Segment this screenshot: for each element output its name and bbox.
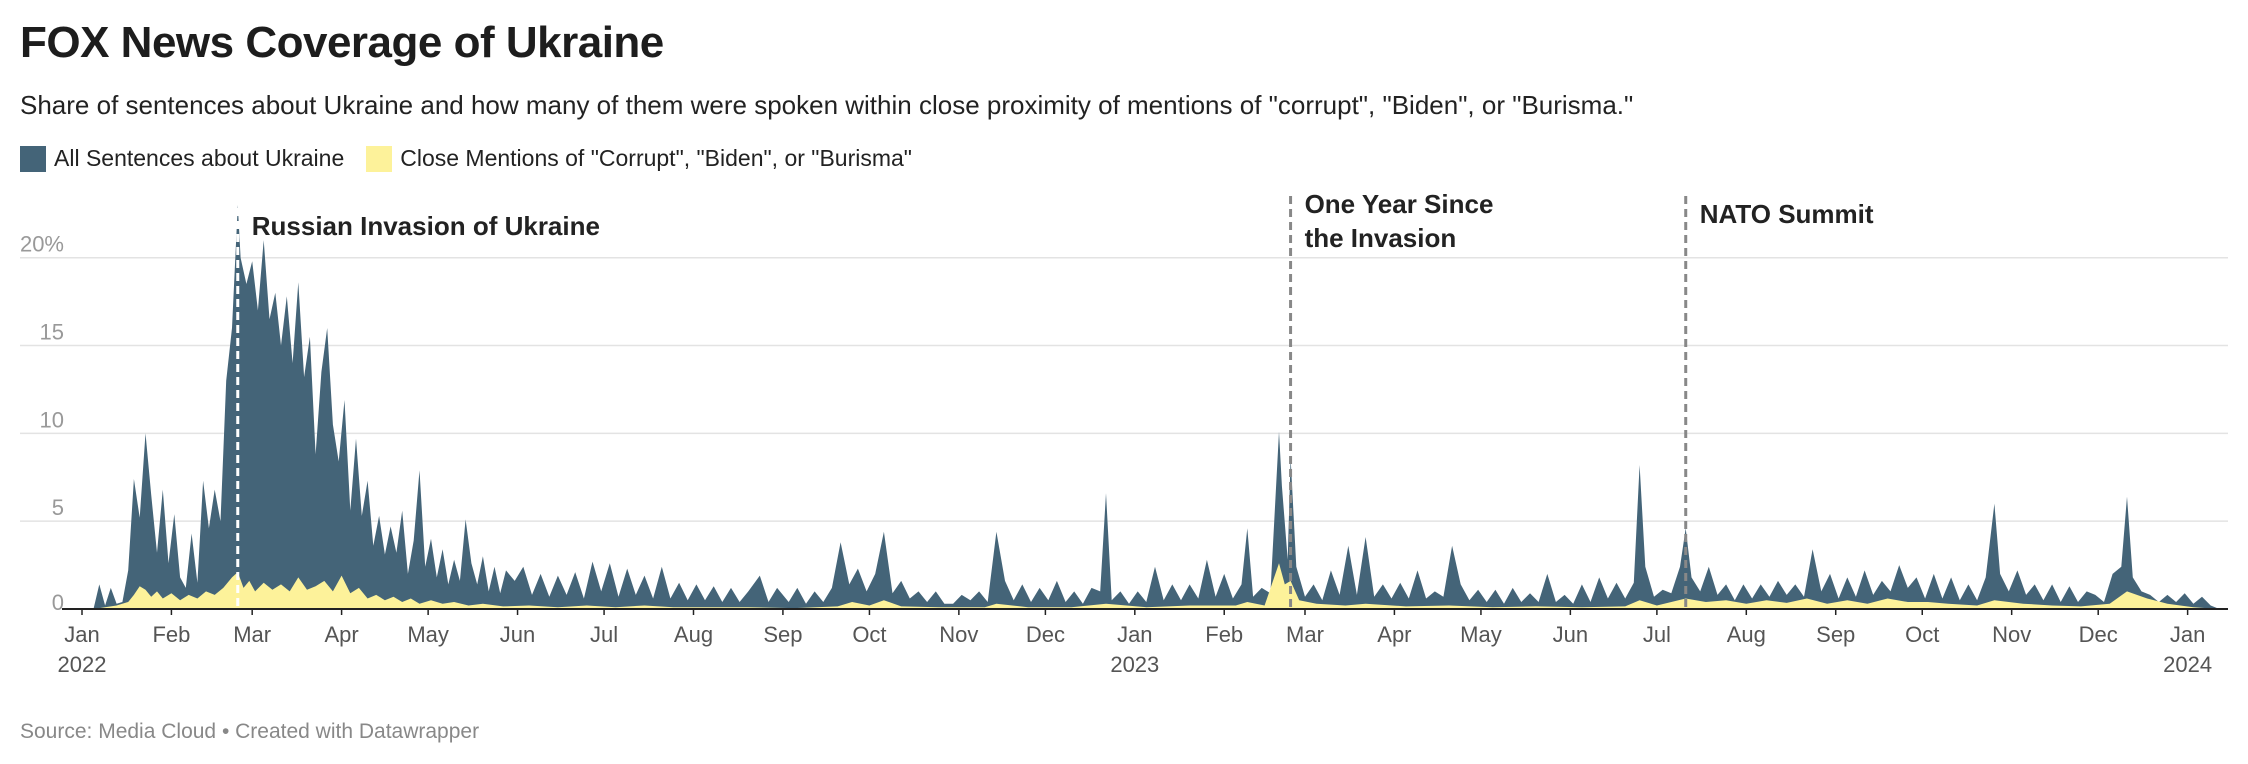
x-tick-label-11: Dec bbox=[1026, 622, 1065, 647]
x-tick-label-21: Oct bbox=[1905, 622, 1939, 647]
annotation-label-1-1: the Invasion bbox=[1305, 223, 1457, 253]
chart-title: FOX News Coverage of Ukraine bbox=[20, 18, 664, 67]
annotation-label-0-0: Russian Invasion of Ukraine bbox=[252, 211, 600, 241]
x-tick-label-17: Jun bbox=[1553, 622, 1588, 647]
y-tick-label-4: 20% bbox=[20, 232, 64, 257]
legend: All Sentences about Ukraine Close Mentio… bbox=[20, 145, 934, 172]
x-tick-year-label-24: 2024 bbox=[2163, 652, 2212, 677]
y-tick-label-0: 0 bbox=[52, 590, 64, 615]
annotation-label-2-0: NATO Summit bbox=[1700, 199, 1874, 229]
source-note: Source: Media Cloud • Created with Dataw… bbox=[20, 720, 480, 743]
x-tick-label-1: Feb bbox=[152, 622, 190, 647]
legend-item-close-mentions: Close Mentions of "Corrupt", "Biden", or… bbox=[366, 145, 912, 172]
series-area-close-mentions bbox=[93, 563, 2220, 609]
x-tick-label-16: May bbox=[1460, 622, 1502, 647]
legend-swatch-all-sentences bbox=[20, 145, 46, 172]
x-tick-label-19: Aug bbox=[1727, 622, 1766, 647]
x-tick-year-label-12: 2023 bbox=[1110, 652, 1159, 677]
y-tick-label-1: 5 bbox=[52, 495, 64, 520]
x-tick-label-15: Apr bbox=[1377, 622, 1411, 647]
legend-label-close-mentions: Close Mentions of "Corrupt", "Biden", or… bbox=[400, 145, 912, 171]
x-tick-label-14: Mar bbox=[1286, 622, 1324, 647]
x-tick-label-0: Jan bbox=[64, 622, 99, 647]
legend-swatch-close-mentions bbox=[366, 145, 393, 172]
x-tick-label-3: Apr bbox=[324, 622, 358, 647]
x-tick-label-13: Feb bbox=[1205, 622, 1243, 647]
x-tick-label-6: Jul bbox=[590, 622, 618, 647]
x-tick-label-12: Jan bbox=[1117, 622, 1152, 647]
x-tick-label-7: Aug bbox=[674, 622, 713, 647]
legend-label-all-sentences: All Sentences about Ukraine bbox=[54, 145, 345, 171]
x-tick-label-4: May bbox=[407, 622, 449, 647]
x-tick-label-20: Sep bbox=[1816, 622, 1855, 647]
legend-item-all-sentences: All Sentences about Ukraine bbox=[20, 145, 344, 172]
x-tick-label-22: Nov bbox=[1992, 622, 2031, 647]
x-tick-label-9: Oct bbox=[852, 622, 886, 647]
x-tick-year-label-0: 2022 bbox=[58, 652, 107, 677]
x-tick-label-10: Nov bbox=[939, 622, 978, 647]
y-tick-label-2: 10 bbox=[40, 407, 64, 432]
series-area-all-sentences bbox=[93, 205, 2220, 609]
y-tick-label-3: 15 bbox=[40, 320, 64, 345]
chart-subtitle: Share of sentences about Ukraine and how… bbox=[20, 90, 1634, 120]
x-tick-label-2: Mar bbox=[233, 622, 271, 647]
x-tick-label-23: Dec bbox=[2079, 622, 2118, 647]
x-tick-label-24: Jan bbox=[2170, 622, 2205, 647]
x-tick-label-5: Jun bbox=[500, 622, 535, 647]
x-tick-label-18: Jul bbox=[1643, 622, 1671, 647]
x-tick-label-8: Sep bbox=[763, 622, 802, 647]
annotation-label-1-0: One Year Since bbox=[1305, 189, 1494, 219]
